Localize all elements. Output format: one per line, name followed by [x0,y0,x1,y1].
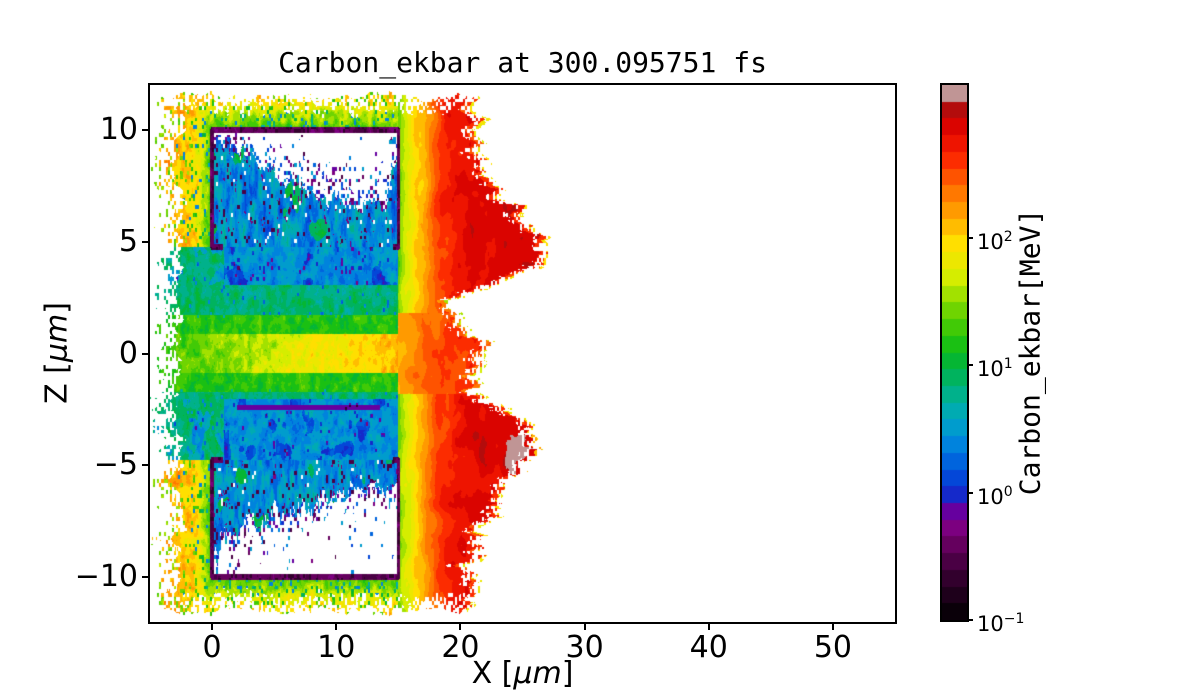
x-tick-mark [459,622,462,630]
x-tick-label: 40 [689,630,728,665]
y-tick-mark [142,352,150,355]
y-tick-mark [142,576,150,579]
colorbar-tick-mark [967,364,973,367]
y-tick-label: −5 [93,447,138,483]
y-tick-mark [142,240,150,243]
x-tick-mark [707,622,710,630]
colorbar-frame [940,83,969,622]
x-axis-label: X [μm] [471,656,574,691]
y-tick-label: −10 [74,559,138,595]
colorbar-tick-label: 100 [977,483,1013,509]
x-tick-label: 20 [441,630,480,665]
heatmap-canvas [150,85,895,622]
y-tick-label: 5 [118,223,138,259]
x-tick-mark [831,622,834,630]
x-tick-mark [211,622,214,630]
y-tick-label: 10 [99,111,138,147]
colorbar-canvas [942,85,967,620]
x-tick-mark [335,622,338,630]
colorbar-tick-label: 10−1 [977,611,1025,636]
y-tick-label: 0 [118,335,138,371]
colorbar-tick-mark [967,491,973,494]
x-tick-label: 50 [813,630,852,665]
x-tick-label: 0 [202,630,222,665]
x-tick-label: 10 [317,630,356,665]
plot-title: Carbon_ekbar at 300.095751 fs [278,46,767,79]
y-tick-mark [142,128,150,131]
colorbar-label: Carbon_ekbar[MeV] [1013,208,1047,496]
colorbar-tick-mark [967,619,973,621]
x-tick-label: 30 [565,630,604,665]
axes-frame [148,83,897,624]
colorbar-tick-mark [967,236,973,239]
y-tick-mark [142,464,150,467]
colorbar-tick-label: 102 [977,228,1013,254]
colorbar-tick-label: 101 [977,356,1013,382]
x-tick-mark [583,622,586,630]
